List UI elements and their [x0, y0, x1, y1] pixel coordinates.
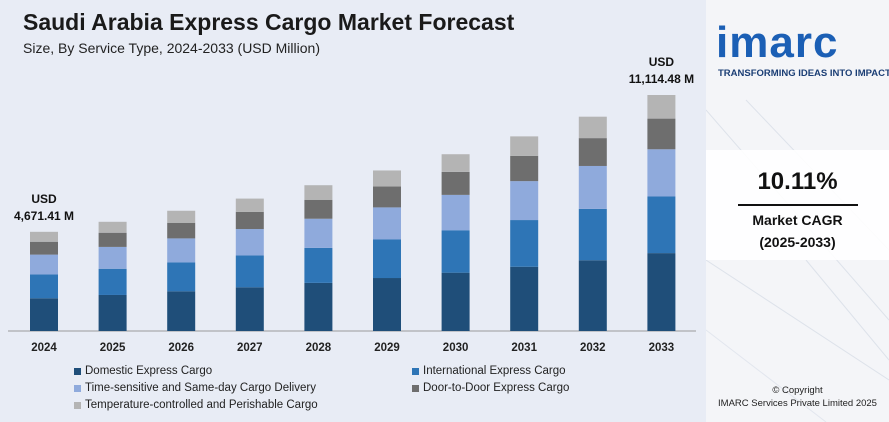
- legend-item: Domestic Express Cargo: [74, 365, 212, 377]
- bar-segment-2024-3: [30, 241, 58, 255]
- x-tick-label: 2029: [374, 342, 400, 354]
- bar-segment-2029-3: [373, 186, 401, 208]
- stacked-bar-chart: 2024 2025 2026 2027 2028 2029 2030 2031 2032 2033…: [8, 55, 696, 354]
- total-label-currency: USD: [649, 55, 675, 69]
- bar-segment-2025-3: [98, 232, 127, 247]
- bar-segment-2030-4: [441, 154, 470, 172]
- bar-segment-2031-3: [510, 155, 539, 182]
- bar-segment-2027-2: [235, 229, 264, 256]
- legend-item: Door-to-Door Express Cargo: [412, 382, 569, 394]
- legend-label: Door-to-Door Express Cargo: [423, 382, 570, 394]
- total-label-value: 4,671.41 M: [14, 209, 74, 223]
- bar-segment-2031-2: [510, 181, 539, 221]
- legend-swatch: [74, 401, 81, 409]
- bar-segment-2029-2: [373, 207, 401, 240]
- legend-label: Temperature-controlled and Perishable Ca…: [85, 399, 318, 411]
- bar-segment-2026-0: [167, 291, 196, 331]
- bar-segment-2028-4: [304, 185, 333, 200]
- bar-segment-2027-3: [235, 211, 264, 230]
- bar-segment-2026-4: [167, 210, 196, 223]
- bar-segment-2030-3: [441, 171, 470, 195]
- x-tick-label: 2028: [306, 342, 332, 354]
- bar-segment-2029-1: [373, 239, 401, 279]
- legend-item: International Express Cargo: [412, 365, 566, 377]
- bar-segment-2032-2: [578, 165, 607, 209]
- legend-swatch: [74, 367, 81, 375]
- bar-segment-2031-1: [510, 220, 539, 267]
- bar-segment-2025-4: [98, 221, 127, 233]
- bar-segment-2028-0: [304, 282, 333, 331]
- legend-label: Domestic Express Cargo: [85, 365, 213, 377]
- bar-segment-2033-2: [647, 149, 676, 197]
- bar-segment-2028-1: [304, 247, 333, 283]
- x-tick-label: 2031: [511, 342, 537, 354]
- bar-segment-2028-3: [304, 199, 333, 219]
- bar-segment-2030-2: [441, 194, 470, 231]
- bar-segment-2030-0: [441, 272, 470, 331]
- cagr-period: (2025-2033): [759, 234, 836, 250]
- logo-tagline: TRANSFORMING IDEAS INTO IMPACT: [718, 68, 889, 79]
- bar-segment-2027-0: [235, 287, 264, 331]
- bar-segment-2032-3: [578, 138, 607, 166]
- bar-segment-2033-4: [647, 95, 676, 119]
- bar-segment-2026-1: [167, 262, 196, 292]
- bar-segment-2024-2: [30, 254, 58, 275]
- legend-label: International Express Cargo: [423, 365, 566, 377]
- bar-segment-2033-0: [647, 253, 676, 331]
- bar-segment-2033-3: [647, 118, 676, 150]
- legend-swatch: [412, 367, 419, 375]
- bar-segment-2032-4: [578, 116, 607, 139]
- bar-segment-2030-1: [441, 230, 470, 273]
- bar-segment-2024-1: [30, 274, 58, 299]
- bar-segment-2025-0: [98, 294, 127, 331]
- cagr-value: 10.11%: [757, 168, 838, 195]
- bar-segment-2024-4: [30, 231, 58, 242]
- total-label-currency: USD: [31, 192, 57, 206]
- bar-segment-2028-2: [304, 218, 333, 248]
- imarc-logo: imarc: [716, 18, 839, 67]
- bar-segment-2026-3: [167, 222, 196, 239]
- x-tick-label: 2030: [443, 342, 469, 354]
- chart-title: Saudi Arabia Express Cargo Market Foreca…: [23, 9, 515, 35]
- copyright-label: © Copyright: [772, 385, 823, 396]
- bar-segment-2032-1: [578, 208, 607, 261]
- chart-subtitle: Size, By Service Type, 2024-2033 (USD Mi…: [23, 40, 320, 56]
- bar-segment-2031-0: [510, 266, 539, 331]
- legend-swatch: [412, 384, 419, 392]
- cagr-panel: 10.11% Market CAGR (2025-2033): [706, 150, 889, 260]
- x-tick-label: 2025: [100, 342, 126, 354]
- bar-segment-2031-4: [510, 136, 539, 156]
- legend-item: Time-sensitive and Same-day Cargo Delive…: [74, 382, 316, 394]
- bar-segment-2029-4: [373, 170, 401, 187]
- company-name: IMARC Services Private Limited 2025: [718, 398, 877, 409]
- x-tick-label: 2026: [168, 342, 194, 354]
- bar-segment-2033-1: [647, 196, 676, 254]
- bar-segment-2027-4: [235, 198, 264, 212]
- x-tick-label: 2033: [649, 342, 675, 354]
- cagr-divider: [738, 204, 858, 206]
- x-tick-label: 2024: [31, 342, 57, 354]
- sidebar: imarc TRANSFORMING IDEAS INTO IMPACT 10.…: [706, 0, 889, 422]
- x-tick-label: 2032: [580, 342, 606, 354]
- legend-label: Time-sensitive and Same-day Cargo Delive…: [85, 382, 316, 394]
- bar-segment-2029-0: [373, 278, 401, 331]
- total-label-value: 11,114.48 M: [629, 72, 694, 86]
- bar-segment-2026-2: [167, 238, 196, 263]
- bar-segment-2024-0: [30, 298, 58, 331]
- legend-item: Temperature-controlled and Perishable Ca…: [74, 399, 318, 411]
- x-tick-label: 2027: [237, 342, 263, 354]
- bar-segment-2025-1: [98, 268, 127, 295]
- bar-segment-2025-2: [98, 246, 127, 269]
- chart-area: Saudi Arabia Express Cargo Market Foreca…: [0, 0, 706, 422]
- cagr-label: Market CAGR: [752, 212, 843, 228]
- legend-swatch: [74, 384, 81, 392]
- bar-segment-2032-0: [578, 260, 607, 331]
- bar-segment-2027-1: [235, 255, 264, 288]
